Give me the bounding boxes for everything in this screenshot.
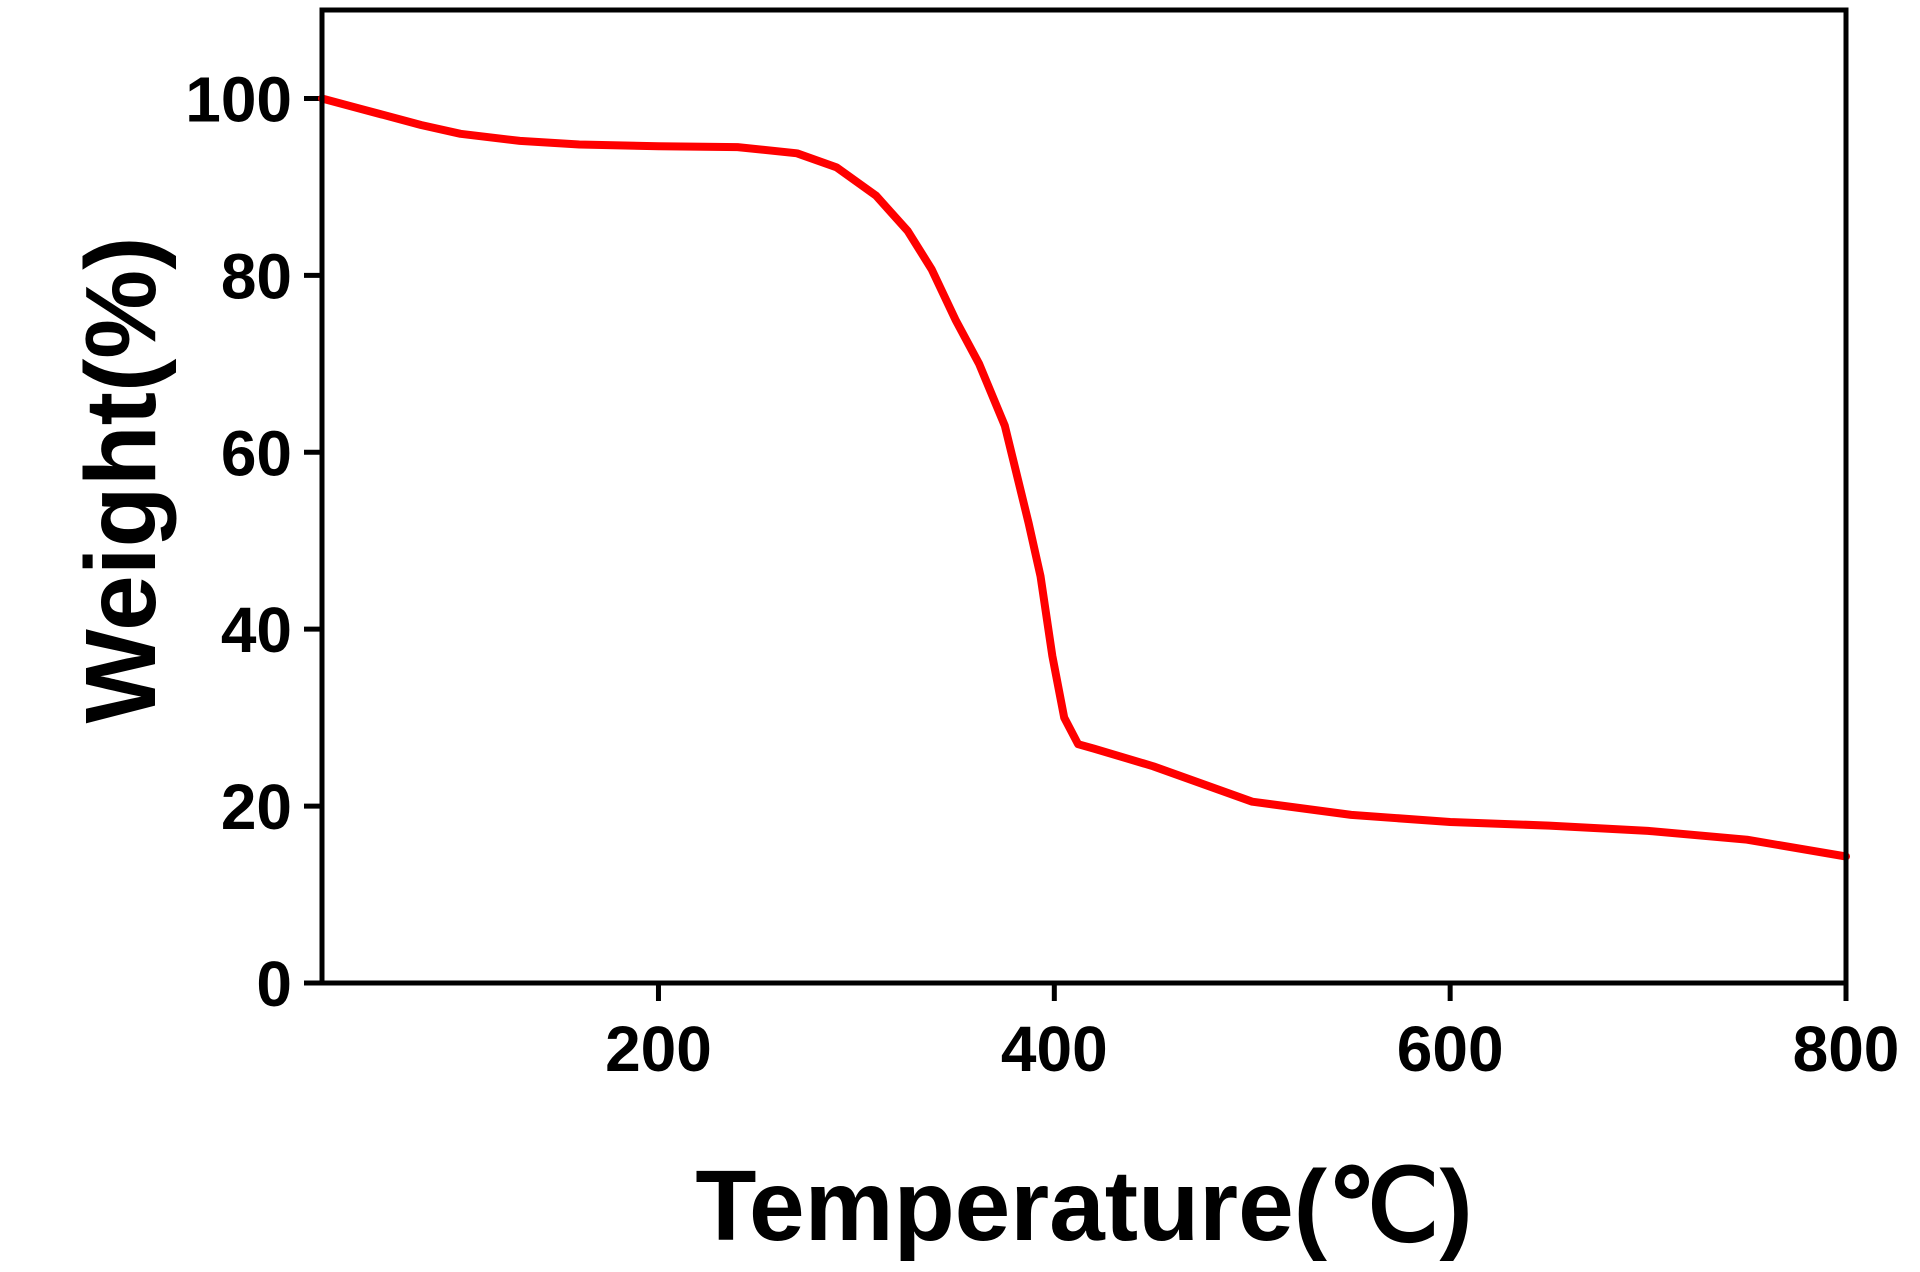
- y-tick-label: 20: [221, 771, 292, 843]
- y-tick-label: 0: [256, 948, 292, 1020]
- x-tick-label: 600: [1397, 1013, 1504, 1085]
- y-tick-label: 100: [185, 63, 292, 135]
- x-tick-label: 800: [1793, 1013, 1900, 1085]
- plot-frame: [319, 7, 1849, 986]
- x-tick-label: 400: [1001, 1013, 1108, 1085]
- x-axis-title: Temperature(℃): [695, 1150, 1472, 1262]
- y-tick-label: 40: [221, 594, 292, 666]
- y-tick-label: 80: [221, 240, 292, 312]
- data-line: [318, 94, 1850, 861]
- y-tick-label: 60: [221, 417, 292, 489]
- y-axis-title: Weight(%): [65, 237, 177, 724]
- x-tick-label: 200: [605, 1013, 712, 1085]
